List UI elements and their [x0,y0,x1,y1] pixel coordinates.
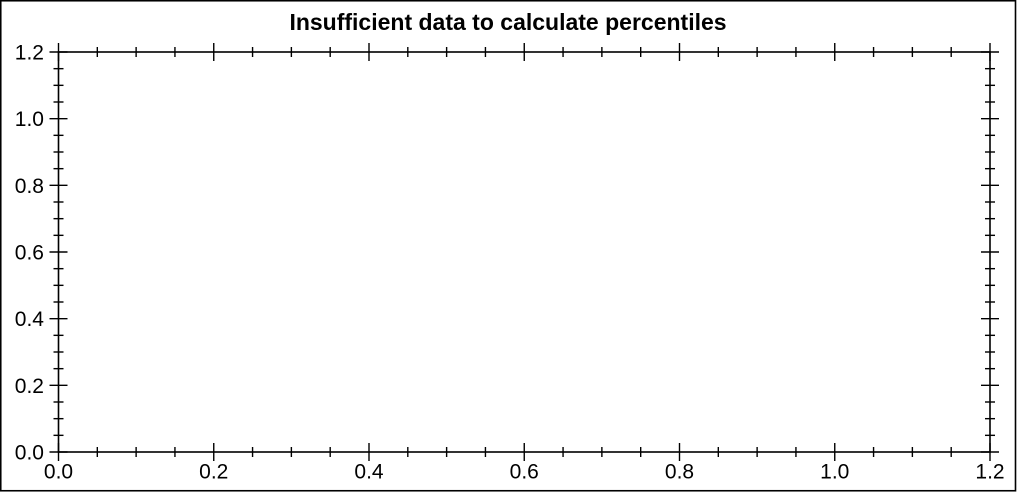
y-tick-label: 0.4 [15,308,45,331]
y-tick-label: 1.2 [15,42,44,65]
y-tick-label: 0.0 [15,442,44,465]
plot-frame [57,51,991,453]
x-tick-label: 0.0 [44,461,73,484]
x-tick-label: 0.8 [665,461,694,484]
x-tick-label: 0.2 [199,461,228,484]
y-tick-label: 0.8 [15,175,44,198]
y-tick-label: 0.2 [15,375,44,398]
y-tick-label: 1.0 [15,108,44,131]
x-tick-label: 1.0 [820,461,849,484]
x-tick-label: 0.4 [354,461,384,484]
x-tick-label: 1.2 [975,461,1004,484]
x-tick-label: 0.6 [510,461,539,484]
y-tick-label: 0.6 [15,242,44,265]
